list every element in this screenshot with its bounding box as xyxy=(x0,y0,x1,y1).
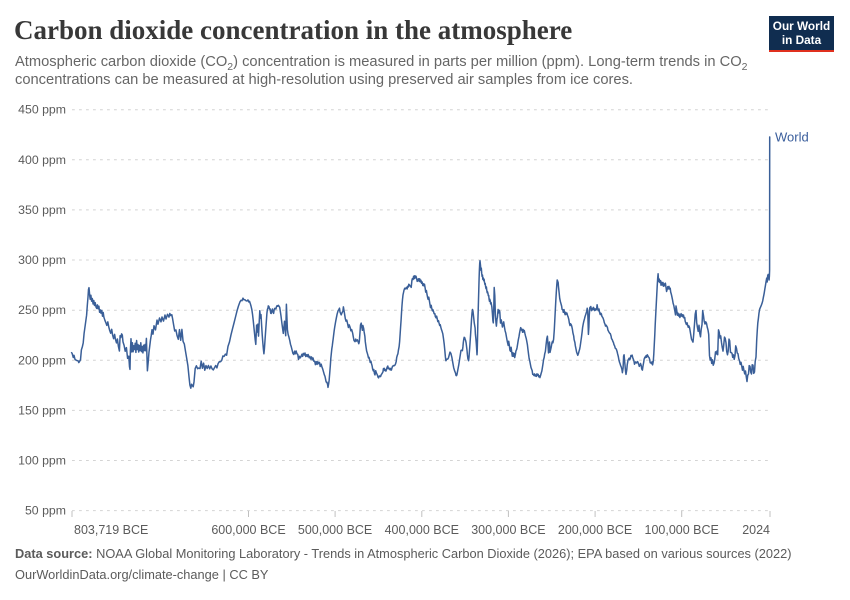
svg-text:2024: 2024 xyxy=(742,523,770,537)
svg-text:200,000 BCE: 200,000 BCE xyxy=(558,523,632,537)
svg-text:803,719 BCE: 803,719 BCE xyxy=(74,523,148,537)
svg-text:350 ppm: 350 ppm xyxy=(18,203,66,217)
svg-text:450 ppm: 450 ppm xyxy=(18,103,66,117)
svg-text:50 ppm: 50 ppm xyxy=(25,504,66,518)
svg-text:300 ppm: 300 ppm xyxy=(18,253,66,267)
svg-text:400,000 BCE: 400,000 BCE xyxy=(385,523,459,537)
svg-text:100,000 BCE: 100,000 BCE xyxy=(645,523,719,537)
svg-text:250 ppm: 250 ppm xyxy=(18,303,66,317)
svg-text:400 ppm: 400 ppm xyxy=(18,153,66,167)
svg-text:150 ppm: 150 ppm xyxy=(18,403,66,417)
svg-text:200 ppm: 200 ppm xyxy=(18,353,66,367)
svg-text:600,000 BCE: 600,000 BCE xyxy=(211,523,285,537)
svg-text:World: World xyxy=(775,130,809,145)
svg-text:100 ppm: 100 ppm xyxy=(18,454,66,468)
svg-text:300,000 BCE: 300,000 BCE xyxy=(471,523,545,537)
svg-text:500,000 BCE: 500,000 BCE xyxy=(298,523,372,537)
